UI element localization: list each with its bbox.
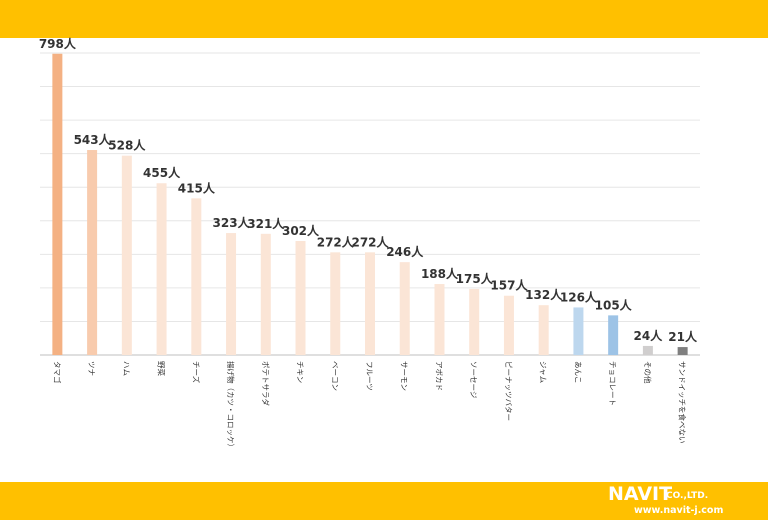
- bar: [191, 198, 202, 355]
- category-label: サーモン: [400, 361, 409, 391]
- bar: [295, 240, 306, 355]
- bar: [87, 150, 98, 355]
- value-label: 175人: [456, 271, 494, 286]
- bar: [399, 262, 410, 355]
- value-label: 543人: [74, 132, 112, 147]
- value-label: 157人: [490, 278, 528, 293]
- top-band: [0, 0, 768, 38]
- category-label: アボカド: [434, 361, 443, 391]
- category-label: チーズ: [191, 361, 201, 384]
- bar: [677, 347, 688, 355]
- category-label: ポテトサラダ: [261, 361, 271, 406]
- category-label: ジャム: [539, 361, 548, 383]
- category-label: チキン: [296, 361, 305, 383]
- value-label: 798人: [39, 36, 77, 51]
- category-label: ツナ: [87, 361, 96, 376]
- value-label: 323人: [213, 215, 251, 230]
- value-label: 21人: [668, 329, 698, 344]
- category-label: その他: [643, 361, 653, 384]
- value-label: 528人: [108, 138, 146, 153]
- value-label: 272人: [317, 234, 355, 249]
- bar: [156, 183, 167, 355]
- category-label: タマゴ: [52, 361, 62, 384]
- bar: [573, 307, 584, 355]
- value-label: 105人: [595, 297, 633, 312]
- category-label: 野菜: [157, 361, 167, 376]
- category-label: あんこ: [573, 361, 582, 384]
- bar: [503, 295, 514, 355]
- category-label: ベーコン: [330, 361, 339, 391]
- bar: [365, 252, 375, 355]
- category-label: フルーツ: [365, 361, 374, 391]
- category-label: 揚げ物（カツ・コロッケ）: [226, 361, 236, 451]
- value-labels: 798人543人528人455人415人323人321人302人272人272人…: [39, 36, 698, 344]
- value-label: 188人: [421, 266, 459, 281]
- category-label: ピーナッツバター: [504, 361, 513, 421]
- bar-chart: 798人543人528人455人415人323人321人302人272人272人…: [39, 36, 700, 451]
- bar: [52, 53, 63, 355]
- category-labels: タマゴ ツナ ハム 野菜 チーズ 揚げ物（カツ・コロッケ） ポテトサラダ チキン ベーコン フルー…: [52, 361, 687, 451]
- value-label: 246人: [386, 244, 424, 259]
- navit-logo: NAVIT CO.,LTD. www.navit-j.com: [608, 484, 758, 518]
- category-label: ハム: [122, 361, 131, 376]
- bar: [330, 252, 341, 355]
- logo-url: www.navit-j.com: [634, 505, 724, 516]
- logo-text: NAVIT: [608, 483, 673, 505]
- bars: [52, 53, 688, 355]
- bar: [538, 305, 549, 355]
- bar: [608, 315, 619, 355]
- logo-company-suffix: CO.,LTD.: [666, 491, 709, 501]
- bar: [434, 284, 445, 355]
- category-label: ソーセージ: [469, 361, 478, 399]
- value-label: 272人: [351, 234, 389, 249]
- value-label: 132人: [525, 287, 563, 302]
- bar: [121, 155, 132, 355]
- bar: [260, 233, 271, 355]
- category-label: チョコレート: [608, 361, 617, 406]
- bar: [642, 345, 653, 355]
- bar: [226, 233, 237, 355]
- value-label: 24人: [634, 328, 664, 343]
- value-label: 126人: [560, 289, 598, 304]
- category-label: サンドイッチを食べない: [678, 361, 688, 444]
- value-label: 415人: [178, 180, 216, 195]
- value-label: 455人: [143, 165, 181, 180]
- value-label: 321人: [247, 216, 285, 231]
- bottom-band: [0, 482, 768, 520]
- bar: [469, 288, 480, 355]
- value-label: 302人: [282, 223, 320, 238]
